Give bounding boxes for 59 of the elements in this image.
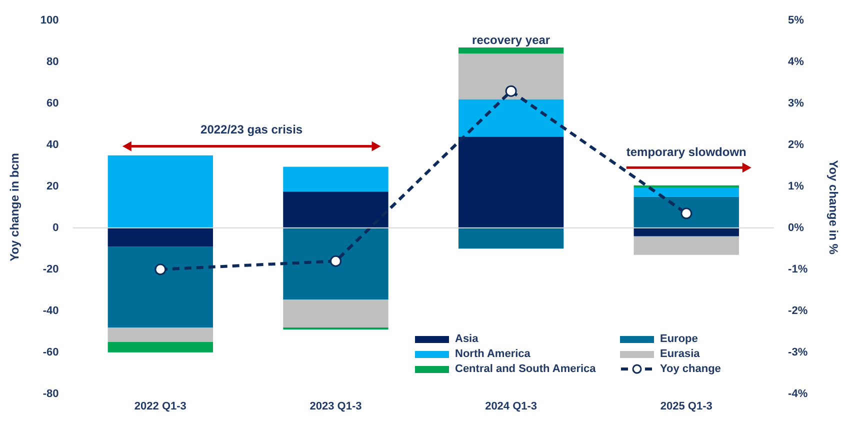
bar: [108, 342, 214, 352]
bar: [458, 48, 564, 54]
y2-tick-label: 1%: [788, 180, 804, 192]
y-tick-label: 0: [52, 222, 59, 234]
y2-tick-label: 0%: [788, 222, 804, 234]
x-tick-label: 2023 Q1-3: [310, 400, 362, 412]
y-tick-label: -40: [42, 304, 59, 317]
point: [154, 264, 166, 276]
bar: [108, 246, 214, 328]
legend-label: North America: [455, 348, 530, 360]
bar: [634, 188, 739, 197]
y-tick-label: 100: [40, 14, 59, 27]
x-tick-label: 2025 Q1-3: [660, 400, 712, 412]
y-axis-title: Yoy change in bcm: [8, 152, 22, 262]
bar: [108, 327, 214, 342]
point: [680, 208, 692, 220]
annotation: 2022/23 gas crisis: [200, 122, 303, 137]
bar: [634, 196, 739, 228]
bar: [283, 228, 388, 300]
bar: [634, 228, 739, 236]
y2-tick-label: -1%: [788, 263, 808, 276]
bar: [458, 136, 564, 228]
legend-label: Asia: [455, 333, 478, 345]
y-tick-label: 60: [46, 98, 59, 110]
bar: [458, 99, 564, 137]
y2-tick-label: -4%: [788, 388, 808, 400]
y2-tick-label: 5%: [788, 14, 804, 27]
bar: [634, 185, 739, 188]
y2-tick-label: 4%: [788, 56, 804, 68]
bar: [458, 228, 564, 249]
bar: [458, 54, 564, 100]
bar: [634, 236, 739, 255]
y2-tick-label: 3%: [788, 98, 804, 110]
point: [330, 255, 342, 267]
bar: [108, 155, 214, 228]
bar: [283, 299, 388, 328]
annotation: recovery year: [472, 33, 550, 48]
y-tick-label: 80: [46, 56, 59, 68]
bar: [283, 327, 388, 330]
annotation: temporary slowdown: [626, 144, 746, 159]
y-tick-label: -20: [42, 263, 59, 276]
point: [505, 85, 517, 97]
legend-label: Yoy change: [660, 363, 721, 375]
y-tick-label: 20: [46, 180, 59, 192]
y-tick-label: -80: [42, 388, 59, 400]
x-tick-label: 2024 Q1-3: [485, 400, 538, 412]
legend-label: Eurasia: [660, 348, 700, 360]
bar: [283, 166, 388, 192]
y-tick-label: -60: [42, 346, 59, 358]
y2-tick-label: -3%: [788, 346, 808, 358]
y-tick-label: 40: [46, 139, 59, 152]
y2-tick-label: 2%: [788, 139, 804, 152]
bar: [283, 192, 388, 228]
y2-axis-title: Yoy change in %: [826, 160, 840, 255]
x-tick-label: 2022 Q1-3: [134, 400, 186, 412]
legend-label: Central and South America: [455, 363, 596, 375]
y2-tick-label: -2%: [788, 304, 808, 317]
bar: [108, 228, 214, 247]
legend-label: Europe: [660, 333, 698, 345]
